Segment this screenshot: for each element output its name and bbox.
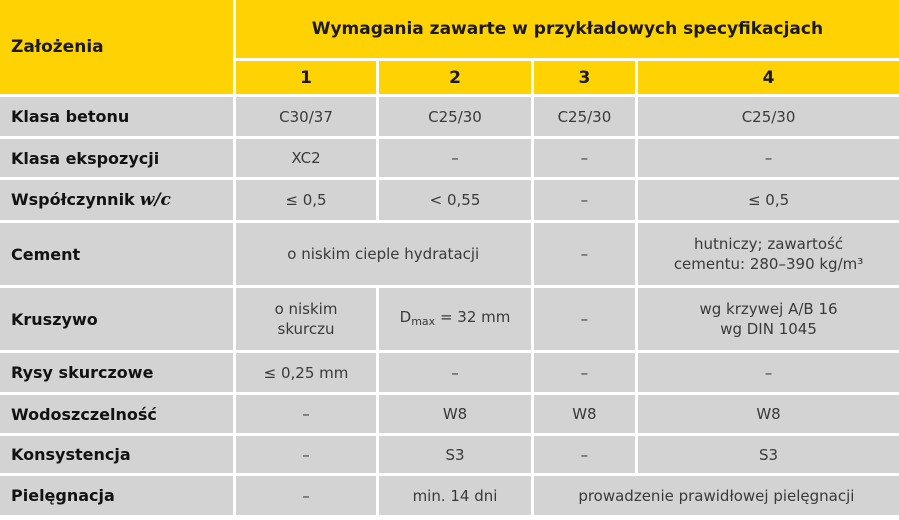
column-header-4: 4: [638, 61, 899, 94]
row-label-klasa-betonu: Klasa betonu: [0, 97, 233, 136]
cell-kruszywo-1: o niskim skurczu: [235, 288, 377, 350]
dmax-subscript: max: [411, 314, 436, 328]
cell-rysy-4: –: [638, 353, 899, 392]
row-label-kruszywo: Kruszywo: [0, 288, 233, 350]
cell-pielegnacja-1: –: [235, 476, 377, 515]
corner-header-zalozenia: Założenia: [0, 0, 233, 94]
cell-wodoszczelnosc-2: W8: [379, 395, 531, 433]
cell-klasa-ekspozycji-1: XC2: [235, 139, 377, 177]
cell-kruszywo-2: Dmax = 32 mm: [379, 288, 531, 350]
row-label-klasa-ekspozycji: Klasa ekspozycji: [0, 139, 233, 177]
cell-wodoszczelnosc-1: –: [235, 395, 377, 433]
cell-wspolczynnik-2: < 0,55: [379, 180, 531, 220]
table-row: Współczynnik w/c ≤ 0,5 < 0,55 – ≤ 0,5: [0, 180, 899, 220]
table-row: Klasa ekspozycji XC2 – – –: [0, 139, 899, 177]
column-numbers-row: 1 2 3 4: [0, 61, 899, 94]
cell-klasa-betonu-2: C25/30: [379, 97, 531, 136]
cell-pielegnacja-2: min. 14 dni: [379, 476, 531, 515]
cell-klasa-ekspozycji-3: –: [533, 139, 636, 177]
cell-konsystencja-1: –: [235, 436, 377, 473]
column-header-2: 2: [379, 61, 531, 94]
table-row: Pielęgnacja – min. 14 dni prowadzenie pr…: [0, 476, 899, 515]
cell-pielegnacja-3-4: prowadzenie prawidłowej pielęgnacji: [533, 476, 899, 515]
row-label-rysy-skurczowe: Rysy skurczowe: [0, 353, 233, 392]
row-label-wodoszczelnosc: Wodoszczelność: [0, 395, 233, 433]
cell-line: wg krzywej A/B 16: [699, 300, 838, 318]
cell-konsystencja-4: S3: [638, 436, 899, 473]
dmax-value: = 32 mm: [435, 307, 511, 326]
cell-rysy-2: –: [379, 353, 531, 392]
cell-line: o niskim: [274, 300, 338, 318]
row-label-pielegnacja: Pielęgnacja: [0, 476, 233, 515]
cell-konsystencja-3: –: [533, 436, 636, 473]
row-label-cement: Cement: [0, 223, 233, 285]
cell-klasa-betonu-3: C25/30: [533, 97, 636, 136]
cell-konsystencja-2: S3: [379, 436, 531, 473]
cell-cement-4: hutniczy; zawartość cementu: 280–390 kg/…: [638, 223, 899, 285]
table-row: Cement o niskim cieple hydratacji – hutn…: [0, 223, 899, 285]
column-header-3: 3: [533, 61, 636, 94]
cell-klasa-betonu-1: C30/37: [235, 97, 377, 136]
table-row: Konsystencja – S3 – S3: [0, 436, 899, 473]
table-row: Rysy skurczowe ≤ 0,25 mm – – –: [0, 353, 899, 392]
row-label-text: Współczynnik: [11, 190, 135, 209]
row-label-konsystencja: Konsystencja: [0, 436, 233, 473]
cell-cement-1-2: o niskim cieple hydratacji: [235, 223, 531, 285]
cell-rysy-3: –: [533, 353, 636, 392]
table-row: Klasa betonu C30/37 C25/30 C25/30 C25/30: [0, 97, 899, 136]
dmax-symbol: D: [399, 307, 412, 326]
column-header-1: 1: [235, 61, 377, 94]
cell-wodoszczelnosc-3: W8: [533, 395, 636, 433]
cell-kruszywo-3: –: [533, 288, 636, 350]
cell-wspolczynnik-4: ≤ 0,5: [638, 180, 899, 220]
cell-line: skurczu: [277, 320, 335, 338]
cell-wodoszczelnosc-4: W8: [638, 395, 899, 433]
table-row: Kruszywo o niskim skurczu Dmax = 32 mm –…: [0, 288, 899, 350]
table-row: Wodoszczelność – W8 W8 W8: [0, 395, 899, 433]
wc-ratio-symbol: w/c: [139, 190, 171, 210]
cell-wspolczynnik-3: –: [533, 180, 636, 220]
cell-wspolczynnik-1: ≤ 0,5: [235, 180, 377, 220]
row-label-wspolczynnik-wc: Współczynnik w/c: [0, 180, 233, 220]
cell-line: cementu: 280–390 kg/m³: [673, 255, 864, 273]
cell-klasa-ekspozycji-4: –: [638, 139, 899, 177]
cell-line: wg DIN 1045: [720, 320, 817, 338]
header-title: Wymagania zawarte w przykładowych specyf…: [235, 0, 899, 58]
cell-kruszywo-4: wg krzywej A/B 16 wg DIN 1045: [638, 288, 899, 350]
cell-cement-3: –: [533, 223, 636, 285]
cell-klasa-betonu-4: C25/30: [638, 97, 899, 136]
cell-rysy-1: ≤ 0,25 mm: [235, 353, 377, 392]
cell-klasa-ekspozycji-2: –: [379, 139, 531, 177]
cell-line: hutniczy; zawartość: [693, 235, 844, 253]
